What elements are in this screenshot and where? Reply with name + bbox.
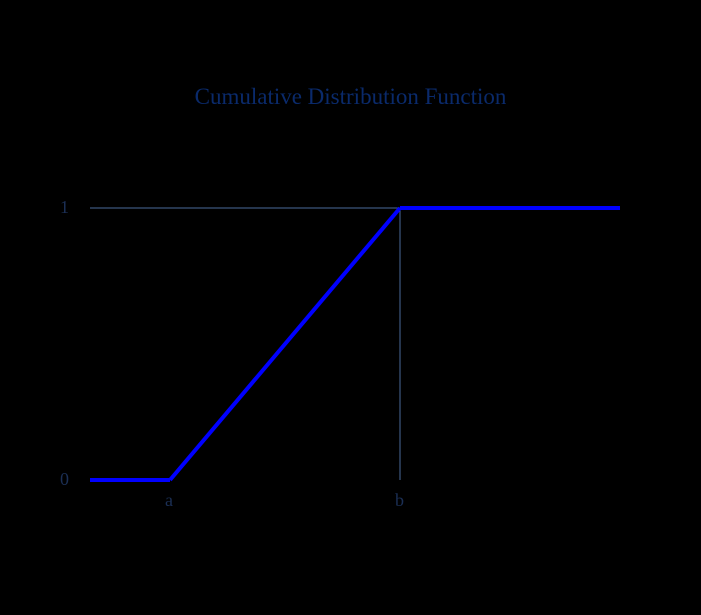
cdf-chart: Cumulative Distribution Function 1 0 a b [0,0,701,615]
cdf-ramp [170,208,400,480]
x-label-a: a [165,490,173,511]
y-label-one: 1 [60,197,69,218]
chart-svg [0,0,701,615]
y-label-zero: 0 [60,469,69,490]
x-label-b: b [395,490,404,511]
